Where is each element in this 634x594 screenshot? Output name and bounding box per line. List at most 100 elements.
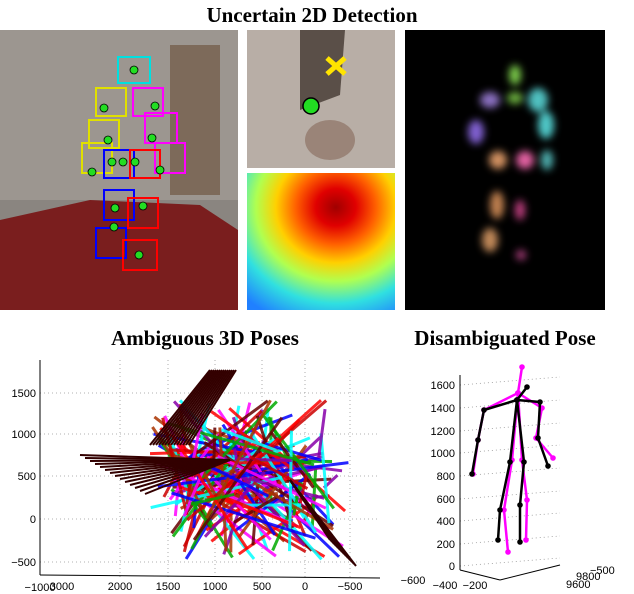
pose-joint [495,537,501,543]
title: Uncertain 2D Detection [206,3,417,27]
pose-joint [475,437,481,443]
pose-joint [481,407,487,413]
pose-limb [185,468,214,501]
pose-limb [171,491,316,540]
x-tick-label: 3000 [50,581,74,593]
pose-limb [192,416,284,541]
grid-line [459,376,561,386]
pose-limb [498,461,512,511]
pose-limb [476,409,486,441]
pose-joint [505,549,511,555]
pose-joint [507,459,513,465]
pose-limb [185,369,235,446]
pose-limb [237,503,311,556]
pose-limb [502,509,510,553]
grid-line [459,467,561,477]
pose-limb [173,369,227,446]
pose-limb [221,428,277,452]
pose-limb [182,369,233,446]
x-tick-label: −600 [401,575,426,587]
pose-joint [521,459,527,465]
grid-line [459,557,561,567]
pose-limb [192,503,215,531]
pose-joint [524,384,530,390]
x-tick-label: −200 [463,580,488,592]
pose-limb [518,461,526,506]
pose-joint [515,390,521,396]
z-tick-label: 0 [30,514,36,526]
z-tick-label: −500 [11,557,36,569]
pose-limb [483,398,518,412]
x-tick-label: 1000 [203,581,227,593]
x-tick-label: −400 [433,580,458,592]
pose-limb [536,401,542,439]
pose-limb [502,459,514,511]
heatmap [247,173,395,310]
pose-joint [517,502,523,508]
pose-joint [550,455,556,461]
grid-line [459,399,561,409]
pose-joint [524,497,530,503]
pose-limb [170,433,249,550]
pose-limb [289,479,357,567]
pose-joint [537,399,543,405]
pose-limb [176,369,229,446]
grid-line [459,422,561,432]
z-tick-label: 1600 [431,380,455,392]
pose-limb [496,509,502,541]
grid-line [459,490,561,500]
pose-limb [516,398,541,404]
depth-tick-label: 9800 [576,571,600,583]
z-tick-label: 400 [437,516,455,528]
crop [247,30,395,168]
pose-limb [164,369,221,446]
x-tick-label: 1500 [156,581,180,593]
pose-limb [292,481,302,516]
pose-limb [155,369,215,446]
pose-limb [288,430,293,552]
subtitle: Disambiguated Pose [414,326,595,350]
pose-limb [161,369,219,446]
pose-joint [497,507,503,513]
pose-joint [545,463,551,469]
grid-line [459,535,561,545]
pose-limb [158,369,217,446]
z-tick-label: 0 [449,561,455,573]
pose-limb [319,433,331,524]
disambiguated-plot: 1600 1400 1200 1000 800 600 400 200 0 −600 −400 −20… [401,364,615,592]
x-tick-label: 2000 [108,581,132,593]
pose-limb [262,415,335,510]
z-tick-label: 200 [437,539,455,551]
pose-joint [469,471,475,477]
axis [39,574,381,579]
pose-limb [149,369,211,446]
grid-line [459,512,561,522]
pose-limb [170,369,225,446]
pose-limb [516,366,524,394]
z-tick-label: 1000 [12,429,36,441]
pose-limb [470,439,480,475]
pose-limb [249,455,309,490]
depth-tick-label: 9600 [566,579,590,591]
z-tick-label: 800 [437,471,455,483]
pose-limb [208,464,270,498]
pose-limb [188,369,237,446]
pose-limb [220,494,302,530]
z-tick-label: 1000 [431,448,455,460]
z-tick-label: 1200 [431,426,455,438]
axis [459,569,501,581]
x-tick-label: 500 [253,581,271,593]
pose-limb [536,437,550,467]
pose-joint [523,537,529,543]
pose-limb [152,369,213,446]
pose-limb [144,459,231,495]
subtitle: Ambiguous 3D Poses [111,326,299,350]
part-maps [405,30,605,310]
pose-limb [297,472,309,509]
pose-joint [514,397,520,403]
pose-joint [519,364,525,370]
pose-joint [535,435,541,441]
pose-limb [190,492,235,506]
